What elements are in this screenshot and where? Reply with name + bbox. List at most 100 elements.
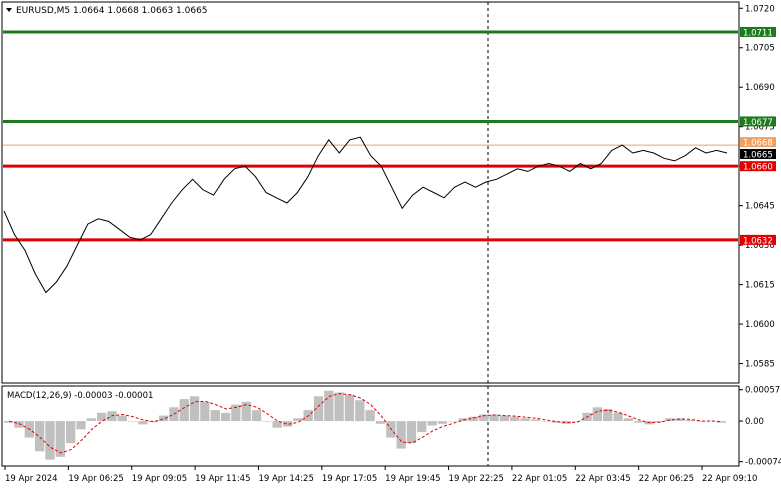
price-axis: 1.0720 1.0705 1.0690 1.0675 1.0660 1.0645 1.06…	[739, 4, 775, 370]
price-tick-label: 1.0645	[745, 202, 775, 212]
current-price-tag-bg	[740, 149, 776, 160]
macd-panel-frame	[1, 385, 740, 467]
price-tick-label: 1.0585	[745, 360, 775, 370]
macd-histogram-bar	[189, 396, 200, 421]
macd-histogram-bar	[479, 414, 489, 422]
macd-histogram-bar	[282, 421, 293, 427]
macd-histogram-bar	[706, 420, 716, 421]
macd-histogram-bar	[592, 407, 602, 421]
horizontal-levels[interactable]	[3, 30, 738, 242]
price-tick-label: 1.0720	[745, 4, 775, 14]
macd-histogram-bar	[603, 409, 613, 422]
macd-histogram-bar	[4, 421, 14, 423]
time-tick-label: 19 Apr 22:25	[449, 474, 504, 484]
macd-histogram-bar	[241, 401, 251, 421]
macd-histogram-bar	[355, 400, 365, 422]
macd-histogram-bar	[427, 421, 437, 426]
macd-histogram-bar	[210, 410, 220, 422]
time-tick-label: 19 Apr 09:05	[132, 474, 187, 484]
price-level-tags: 1.0711 1.0677 1.0668 1.0665 1.0660 1.0632	[740, 26, 776, 246]
macd-histogram-bar	[14, 421, 24, 428]
level-1.0632-tag-bg	[740, 234, 776, 245]
macd-histogram-bar	[231, 404, 241, 422]
level-1.0711-tag-bg	[740, 26, 776, 37]
macd-histogram-bar	[200, 401, 210, 421]
macd-histogram-bar	[158, 415, 169, 422]
level-1.0660-tag: 1.0660	[743, 163, 773, 173]
bid-line-tag-bg	[740, 137, 776, 148]
macd-histogram-bar	[313, 396, 324, 421]
price-line	[3, 136, 728, 294]
macd-histogram-bar	[696, 421, 706, 422]
macd-histogram-bar	[634, 421, 644, 423]
macd-histogram-bar	[220, 412, 231, 421]
macd-axis: 0.00057 0.00 -0.00074	[739, 386, 781, 468]
macd-histogram-bar	[86, 418, 96, 421]
macd-histogram-bar	[654, 421, 664, 423]
macd-histogram-bar	[127, 421, 138, 422]
level-1.0711-tag: 1.0711	[743, 28, 773, 38]
price-panel-frame	[1, 1, 740, 384]
macd-histogram-bar	[685, 420, 695, 422]
macd-histogram-bar	[561, 421, 571, 424]
time-tick-label: 22 Apr 03:45	[575, 474, 630, 484]
macd-histogram-bar	[675, 418, 685, 421]
macd-histogram-bar	[35, 421, 45, 452]
time-tick-label: 19 Apr 14:25	[258, 474, 313, 484]
triangle-down-icon[interactable]	[6, 8, 12, 12]
macd-histogram-bar	[530, 419, 541, 421]
macd-histogram-bar	[623, 418, 633, 421]
macd-histogram-bar	[468, 416, 479, 422]
macd-histogram-bar	[551, 421, 561, 423]
time-tick-label: 19 Apr 11:45	[195, 474, 250, 484]
price-tick-label: 1.0600	[745, 320, 775, 330]
macd-tick-label: 0.00057	[745, 386, 780, 396]
macd-histogram-bar	[97, 412, 107, 421]
time-tick-label: 19 Apr 2024	[5, 474, 58, 484]
time-tick-label: 19 Apr 17:05	[322, 474, 377, 484]
macd-histogram-bar	[179, 399, 189, 422]
macd-histogram-bar	[716, 421, 726, 423]
macd-tick-label: -0.00074	[745, 458, 781, 468]
current-price-tag: 1.0665	[743, 151, 773, 161]
macd-histogram-bar	[541, 421, 551, 422]
macd-histogram-bar	[76, 421, 86, 430]
macd-histogram-bar	[406, 421, 417, 444]
macd-label: MACD(12,26,9) -0.00003 -0.00001	[7, 391, 153, 401]
level-1.0632-tag: 1.0632	[743, 236, 773, 246]
macd-histogram-bar	[344, 394, 355, 422]
level-1.0660-tag-bg	[740, 161, 776, 172]
price-tick-label: 1.0690	[745, 83, 775, 93]
time-tick-label: 22 Apr 09:10	[702, 474, 757, 484]
macd-histogram-bar	[45, 421, 55, 460]
macd-histogram-bar	[499, 415, 510, 422]
price-tick-label: 1.0705	[745, 44, 775, 54]
symbol-info: EURUSD,M5 1.0664 1.0668 1.0663 1.0665	[16, 6, 208, 16]
macd-histogram-bar	[117, 415, 127, 422]
macd-histogram-bar	[272, 421, 282, 428]
macd-histogram-bar	[324, 390, 334, 421]
price-tick-label: 1.0615	[745, 281, 775, 291]
time-tick-label: 19 Apr 19:45	[385, 474, 440, 484]
time-tick-label: 19 Apr 06:25	[68, 474, 123, 484]
macd-histogram-bar	[448, 421, 458, 422]
time-tick-label: 22 Apr 06:25	[639, 474, 694, 484]
price-tick-label: 1.0675	[745, 123, 775, 133]
macd-histogram-bar	[417, 421, 427, 433]
macd-histogram-bar	[251, 410, 262, 422]
bid-line-tag: 1.0668	[743, 139, 773, 149]
macd-histogram-bar	[572, 421, 582, 422]
macd-histogram-bar	[437, 421, 448, 424]
macd-histogram-bar	[520, 418, 530, 421]
macd-histogram-bar	[489, 414, 499, 422]
macd-histogram-bar	[55, 421, 65, 457]
macd-histogram-bar	[262, 421, 272, 422]
macd-histogram-bar	[510, 416, 520, 422]
macd-histogram-bar	[375, 421, 386, 424]
macd-histogram-bar	[396, 421, 406, 449]
macd-histogram-bar	[334, 392, 344, 422]
macd-signal-line	[9, 393, 722, 454]
macd-histogram-bar	[293, 418, 303, 421]
